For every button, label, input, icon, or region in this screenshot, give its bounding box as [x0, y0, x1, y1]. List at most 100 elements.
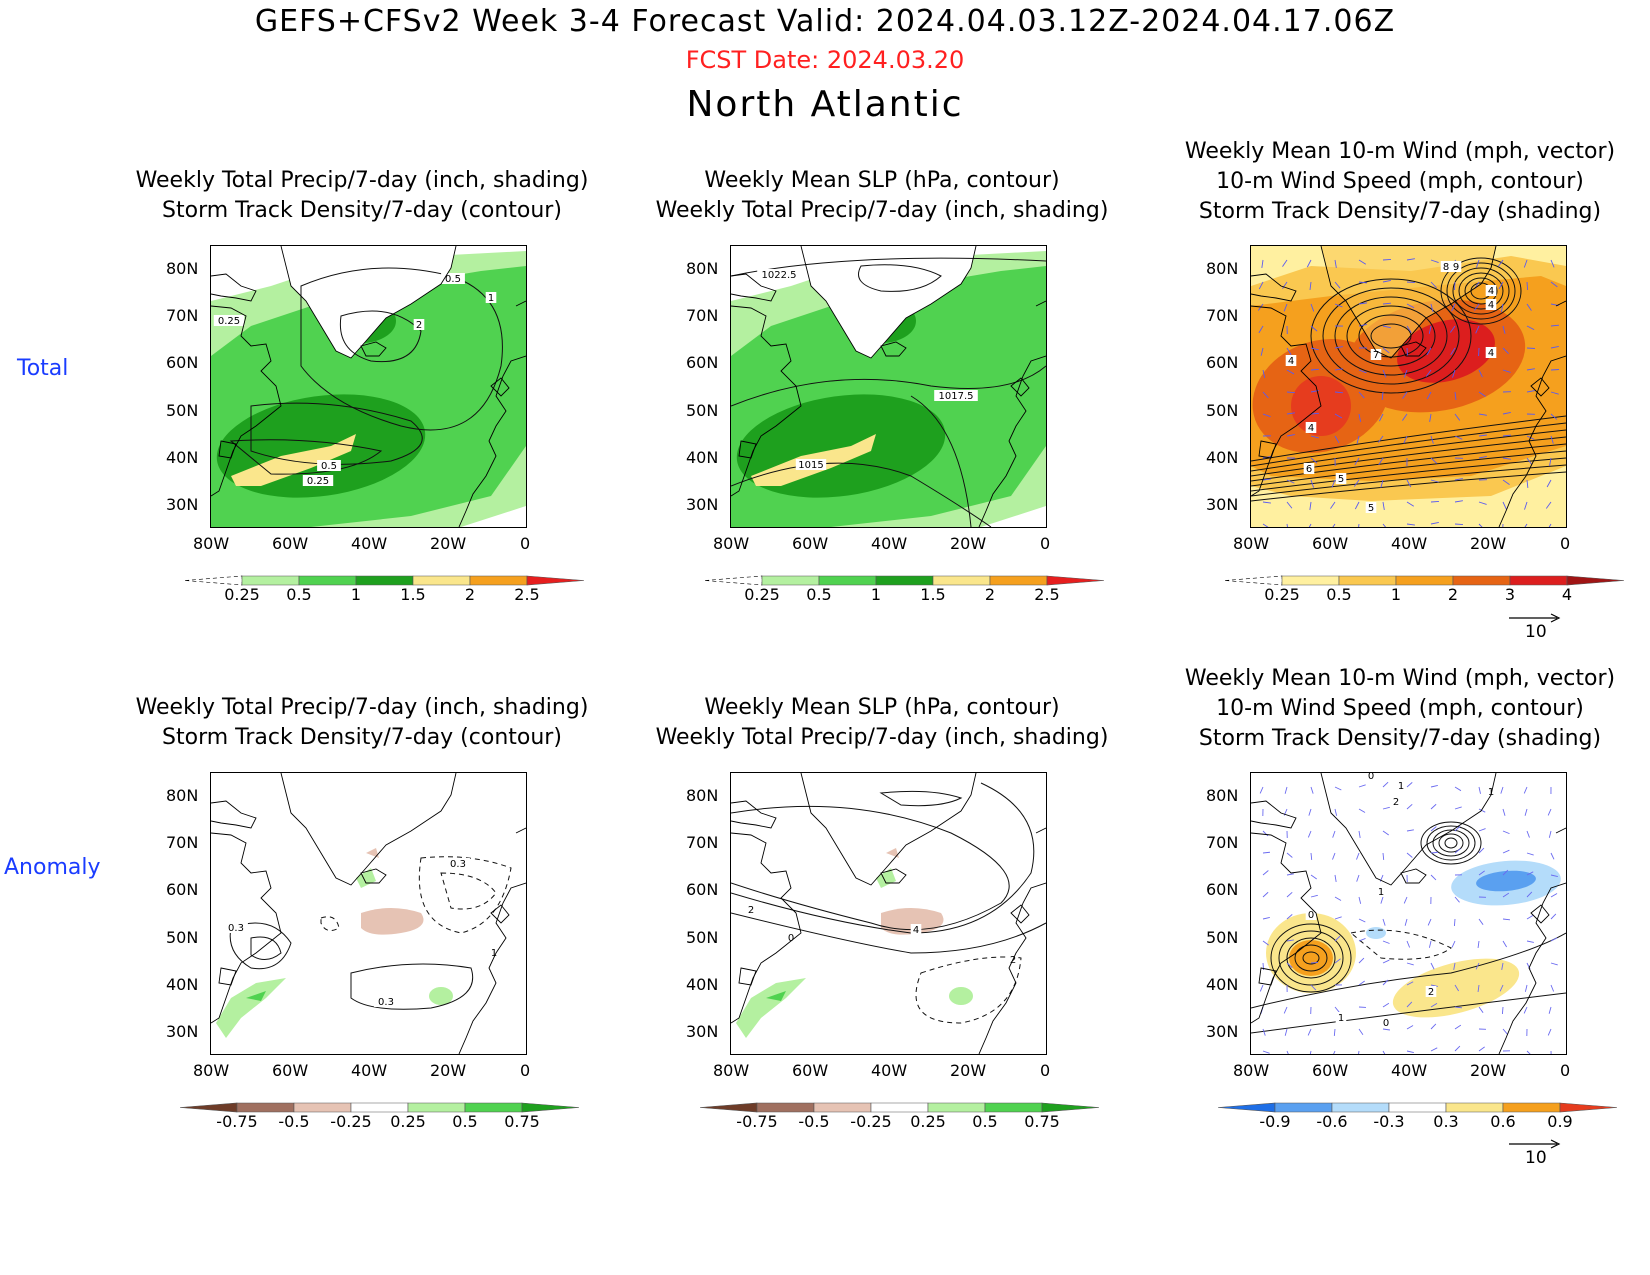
colorbar-segment [1509, 575, 1568, 586]
colorbar-segment [761, 575, 820, 586]
longitude-label: 20W [1470, 1061, 1507, 1080]
colorbar-tick-label: 0.25 [744, 585, 780, 604]
wind-vector [1334, 958, 1341, 964]
wind-vector [1550, 435, 1554, 444]
wind-vector [1382, 806, 1390, 810]
wind-vector [1498, 281, 1504, 290]
wind-vector [1453, 962, 1456, 970]
wind-vector [1406, 1001, 1413, 1008]
wind-vector [1450, 347, 1456, 355]
wind-vector [1334, 303, 1343, 308]
wind-vector [1382, 347, 1390, 354]
wind-vector [1550, 324, 1560, 327]
colorbar-segment [1281, 575, 1340, 586]
latitude-label: 70N [166, 833, 199, 852]
wind-vector [1309, 281, 1312, 290]
colorbar-segment [1502, 1102, 1561, 1113]
contour-label: 4 [913, 925, 919, 936]
wind-vector [1454, 413, 1461, 421]
contour-label-bg [224, 922, 248, 933]
wind-vector [1262, 1028, 1266, 1036]
wind-vector [1262, 891, 1269, 898]
wind-vector [1358, 830, 1361, 838]
track-shade-4 [1397, 319, 1495, 383]
longitude-label: 40W [1391, 1061, 1428, 1080]
wind-vector [1454, 984, 1460, 992]
wind-vector [1334, 786, 1342, 791]
wind-vector [1430, 784, 1438, 788]
colorbar-tick-label: 0.3 [1433, 1112, 1459, 1131]
wind-vector [1334, 346, 1343, 349]
wind-vector [1550, 913, 1557, 920]
wind-vector [1406, 1025, 1414, 1030]
latitude-label: 80N [686, 786, 719, 805]
wind-vector [1550, 281, 1558, 288]
colorbar-segment [350, 1102, 409, 1113]
contour-label: 2 [1393, 797, 1399, 808]
contour-label: 0.3 [450, 859, 466, 870]
contour-line [1464, 277, 1498, 305]
wind-vector [1406, 962, 1414, 966]
colorbar-tick-label: 0.9 [1547, 1112, 1573, 1131]
wind-vector [1454, 478, 1463, 481]
wind-vector [1334, 896, 1342, 901]
latitude-label: 50N [1206, 928, 1239, 947]
wind-vector [1430, 303, 1434, 312]
wind-vector [1550, 391, 1559, 395]
colorbar-segment [184, 575, 243, 586]
wind-vector [1406, 782, 1413, 788]
wind-vector [1406, 804, 1413, 810]
longitude-label: 60W [792, 534, 829, 553]
wind-vector [1334, 916, 1342, 920]
wind-vector [1403, 435, 1408, 444]
contour-line [910, 395, 972, 527]
contour-line [1302, 951, 1320, 965]
wind-vector [1358, 1050, 1360, 1054]
panel6-title: Weekly Mean 10-m Wind (mph, vector) 10-m … [1184, 666, 1616, 751]
latitude-label: 80N [686, 259, 719, 278]
panel1-title: Weekly Total Precip/7-day (inch, shading… [135, 168, 589, 223]
contour-label-bg [213, 315, 245, 326]
wind-vector [1545, 501, 1552, 509]
wind-vector [1382, 279, 1391, 283]
colorbar-segment [813, 1102, 872, 1113]
wind-vector [1286, 369, 1295, 375]
wind-vector [1501, 962, 1504, 970]
wind-vector [1526, 390, 1535, 393]
wind-vector [1548, 830, 1552, 838]
wind-vector [1430, 803, 1437, 810]
contour-label: 0 [788, 933, 794, 944]
panel2-title: Weekly Mean SLP (hPa, contour) Weekly Tot… [655, 168, 1109, 223]
contour-label-bg [1485, 347, 1497, 358]
vector-reference-anomaly: 10 [1505, 1136, 1565, 1180]
wind-vector [1358, 391, 1365, 399]
contour-line [339, 310, 422, 363]
colorbar-segment [875, 575, 934, 586]
latitude-label: 40N [1206, 448, 1239, 467]
wind-vector [1382, 830, 1389, 836]
wind-vector [1310, 457, 1318, 464]
wind-vector [1454, 896, 1460, 903]
colorbar-segment [407, 1102, 466, 1113]
wind-vector [1286, 1050, 1289, 1054]
wind-vector [1358, 302, 1367, 305]
contour-line [1440, 257, 1522, 325]
colorbar-tick-label: 0.6 [1490, 1112, 1516, 1131]
contour-label-bg [374, 996, 398, 1007]
longitude-label: 40W [871, 534, 908, 553]
wind-vector [1358, 413, 1362, 422]
map-anomaly-wind-storm-track: 0 1 2 1 1 0 2 1 0 [1250, 772, 1567, 1055]
contour-label: 2 [1010, 955, 1016, 966]
contour-label-bg [934, 390, 978, 401]
wind-vector [1310, 412, 1320, 415]
longitude-label: 0 [520, 534, 531, 553]
colorbar-segment [464, 1102, 523, 1113]
wind-vector [1310, 984, 1317, 991]
precip-anom-negative [886, 848, 899, 858]
colorbar-segment [699, 1102, 758, 1113]
latitude-label: 60N [1206, 353, 1239, 372]
contour-label: 0 [1368, 773, 1374, 782]
wind-vector [1262, 369, 1266, 378]
contour-label: 1 [488, 293, 494, 304]
wind-vector [1286, 434, 1295, 437]
